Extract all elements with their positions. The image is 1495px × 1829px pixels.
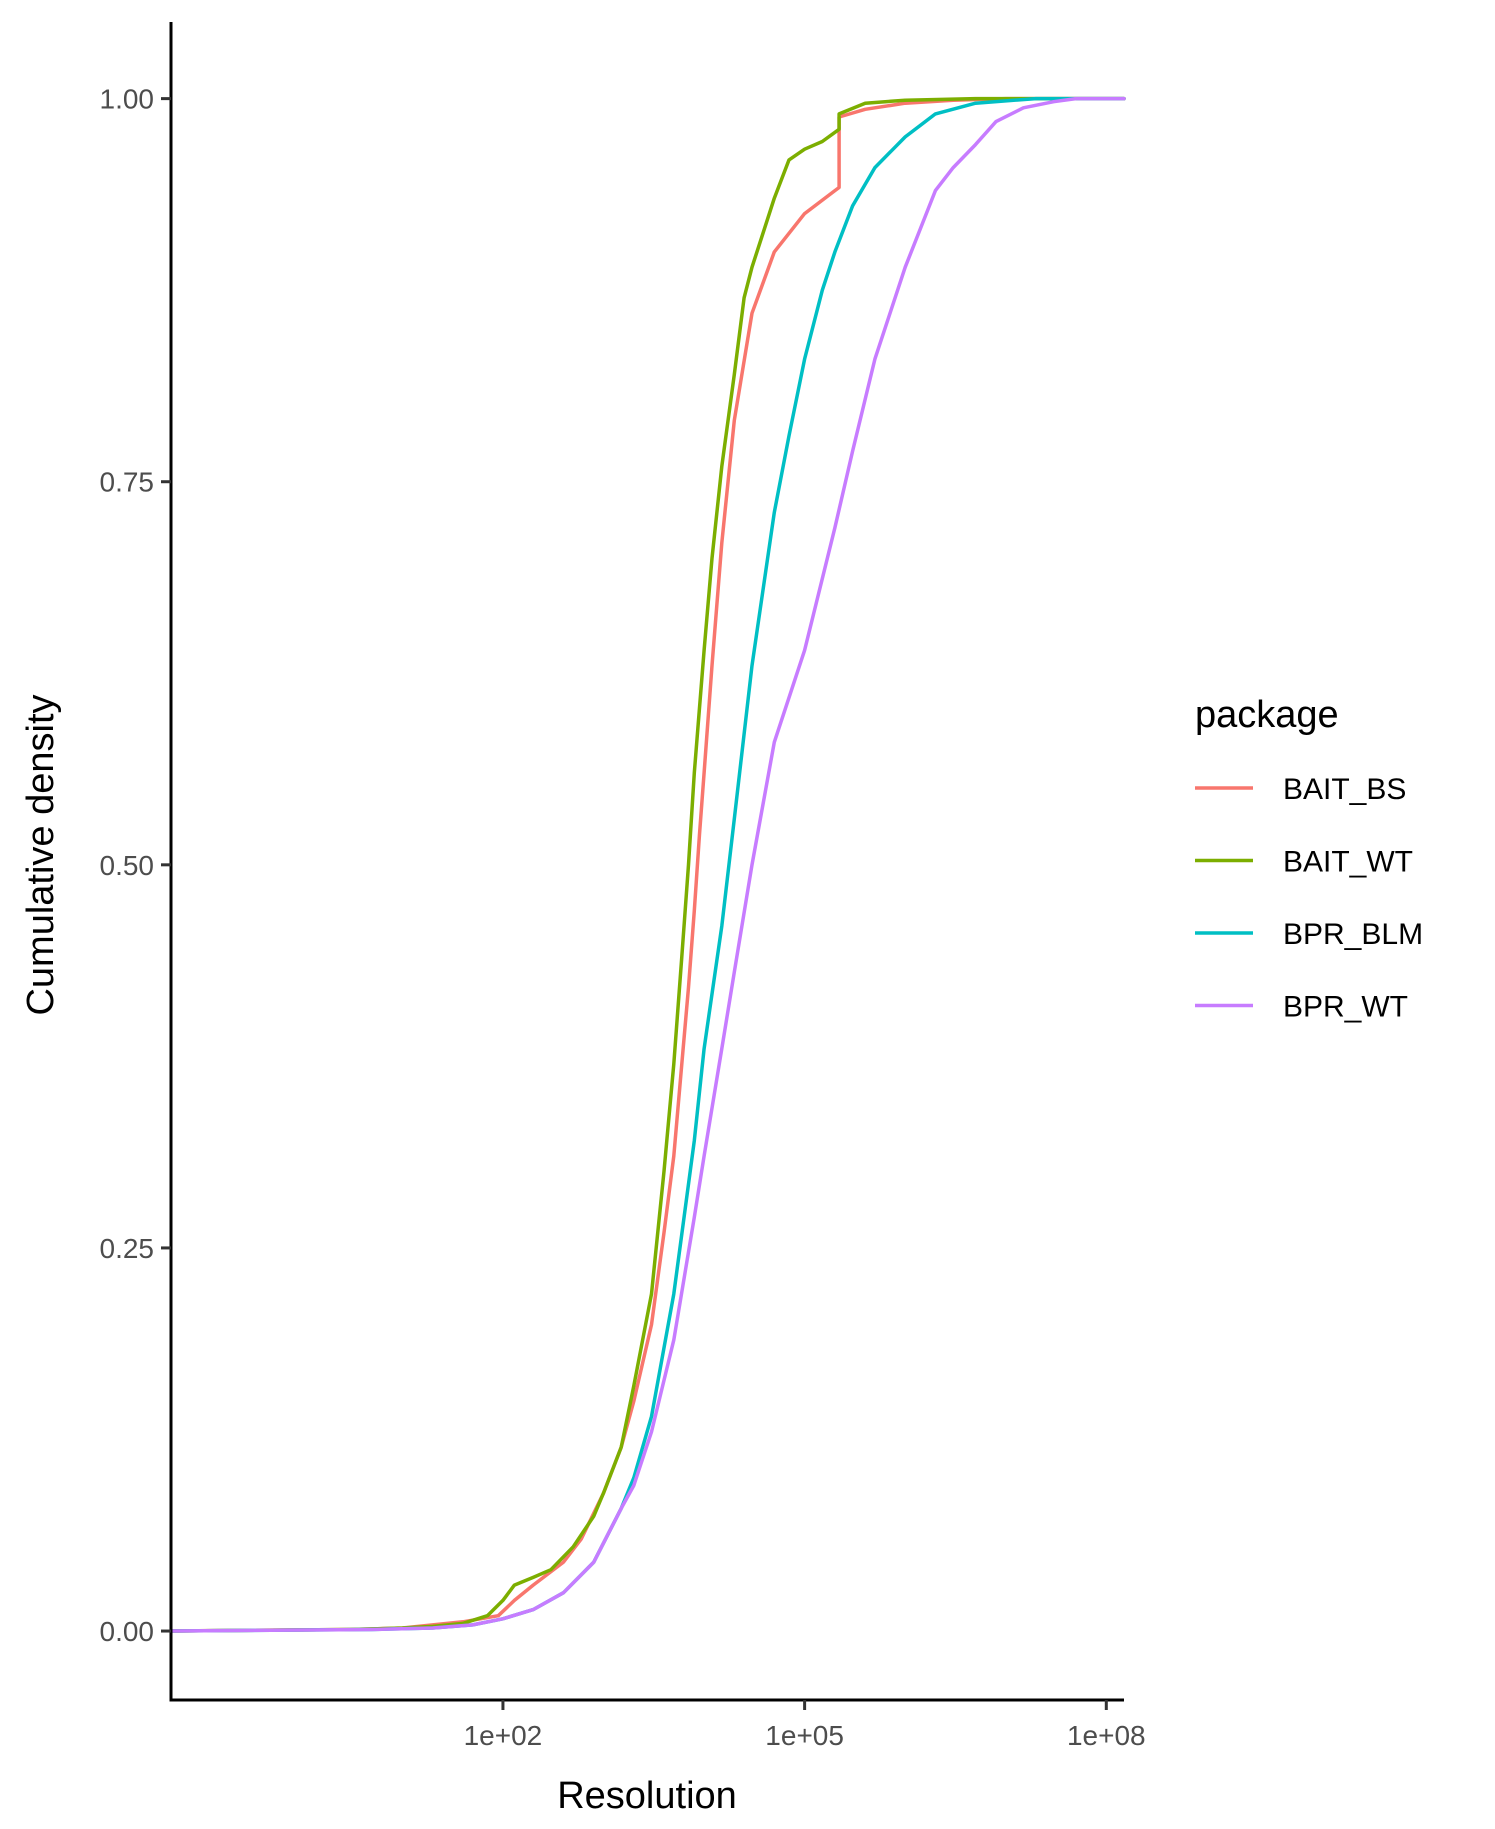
- x-tick-label: 1e+02: [464, 1720, 543, 1751]
- x-tick-label: 1e+08: [1067, 1720, 1146, 1751]
- plot-area: 1e+02 1e+05 1e+08 0.00 0.25 0.50 0.75 1.00: [100, 22, 1146, 1751]
- legend-label-bait-wt: BAIT_WT: [1283, 846, 1413, 879]
- legend: package BAIT_BS BAIT_WT BPR_BLM BPR_WT: [1195, 694, 1423, 1024]
- y-tick-label: 0.50: [100, 850, 155, 881]
- series-line-bpr-blm: [169, 96, 1126, 1633]
- series-line-bait-bs: [169, 96, 1126, 1633]
- series-line-bait-wt: [169, 96, 1126, 1633]
- y-ticks: 0.00 0.25 0.50 0.75 1.00: [100, 84, 171, 1647]
- series-line-bpr-wt: [169, 96, 1126, 1633]
- legend-title: package: [1195, 694, 1339, 736]
- x-tick-label: 1e+05: [765, 1720, 844, 1751]
- x-axis-title: Resolution: [557, 1775, 737, 1817]
- legend-label-bpr-blm: BPR_BLM: [1283, 918, 1423, 951]
- y-tick-label: 0.25: [100, 1233, 155, 1264]
- y-axis-title: Cumulative density: [20, 694, 62, 1015]
- y-tick-label: 1.00: [100, 84, 155, 115]
- legend-label-bait-bs: BAIT_BS: [1283, 773, 1406, 806]
- y-tick-label: 0.75: [100, 467, 155, 498]
- series-layer: [169, 96, 1126, 1633]
- y-tick-label: 0.00: [100, 1616, 155, 1647]
- x-ticks: 1e+02 1e+05 1e+08: [464, 1700, 1146, 1751]
- legend-label-bpr-wt: BPR_WT: [1283, 991, 1408, 1024]
